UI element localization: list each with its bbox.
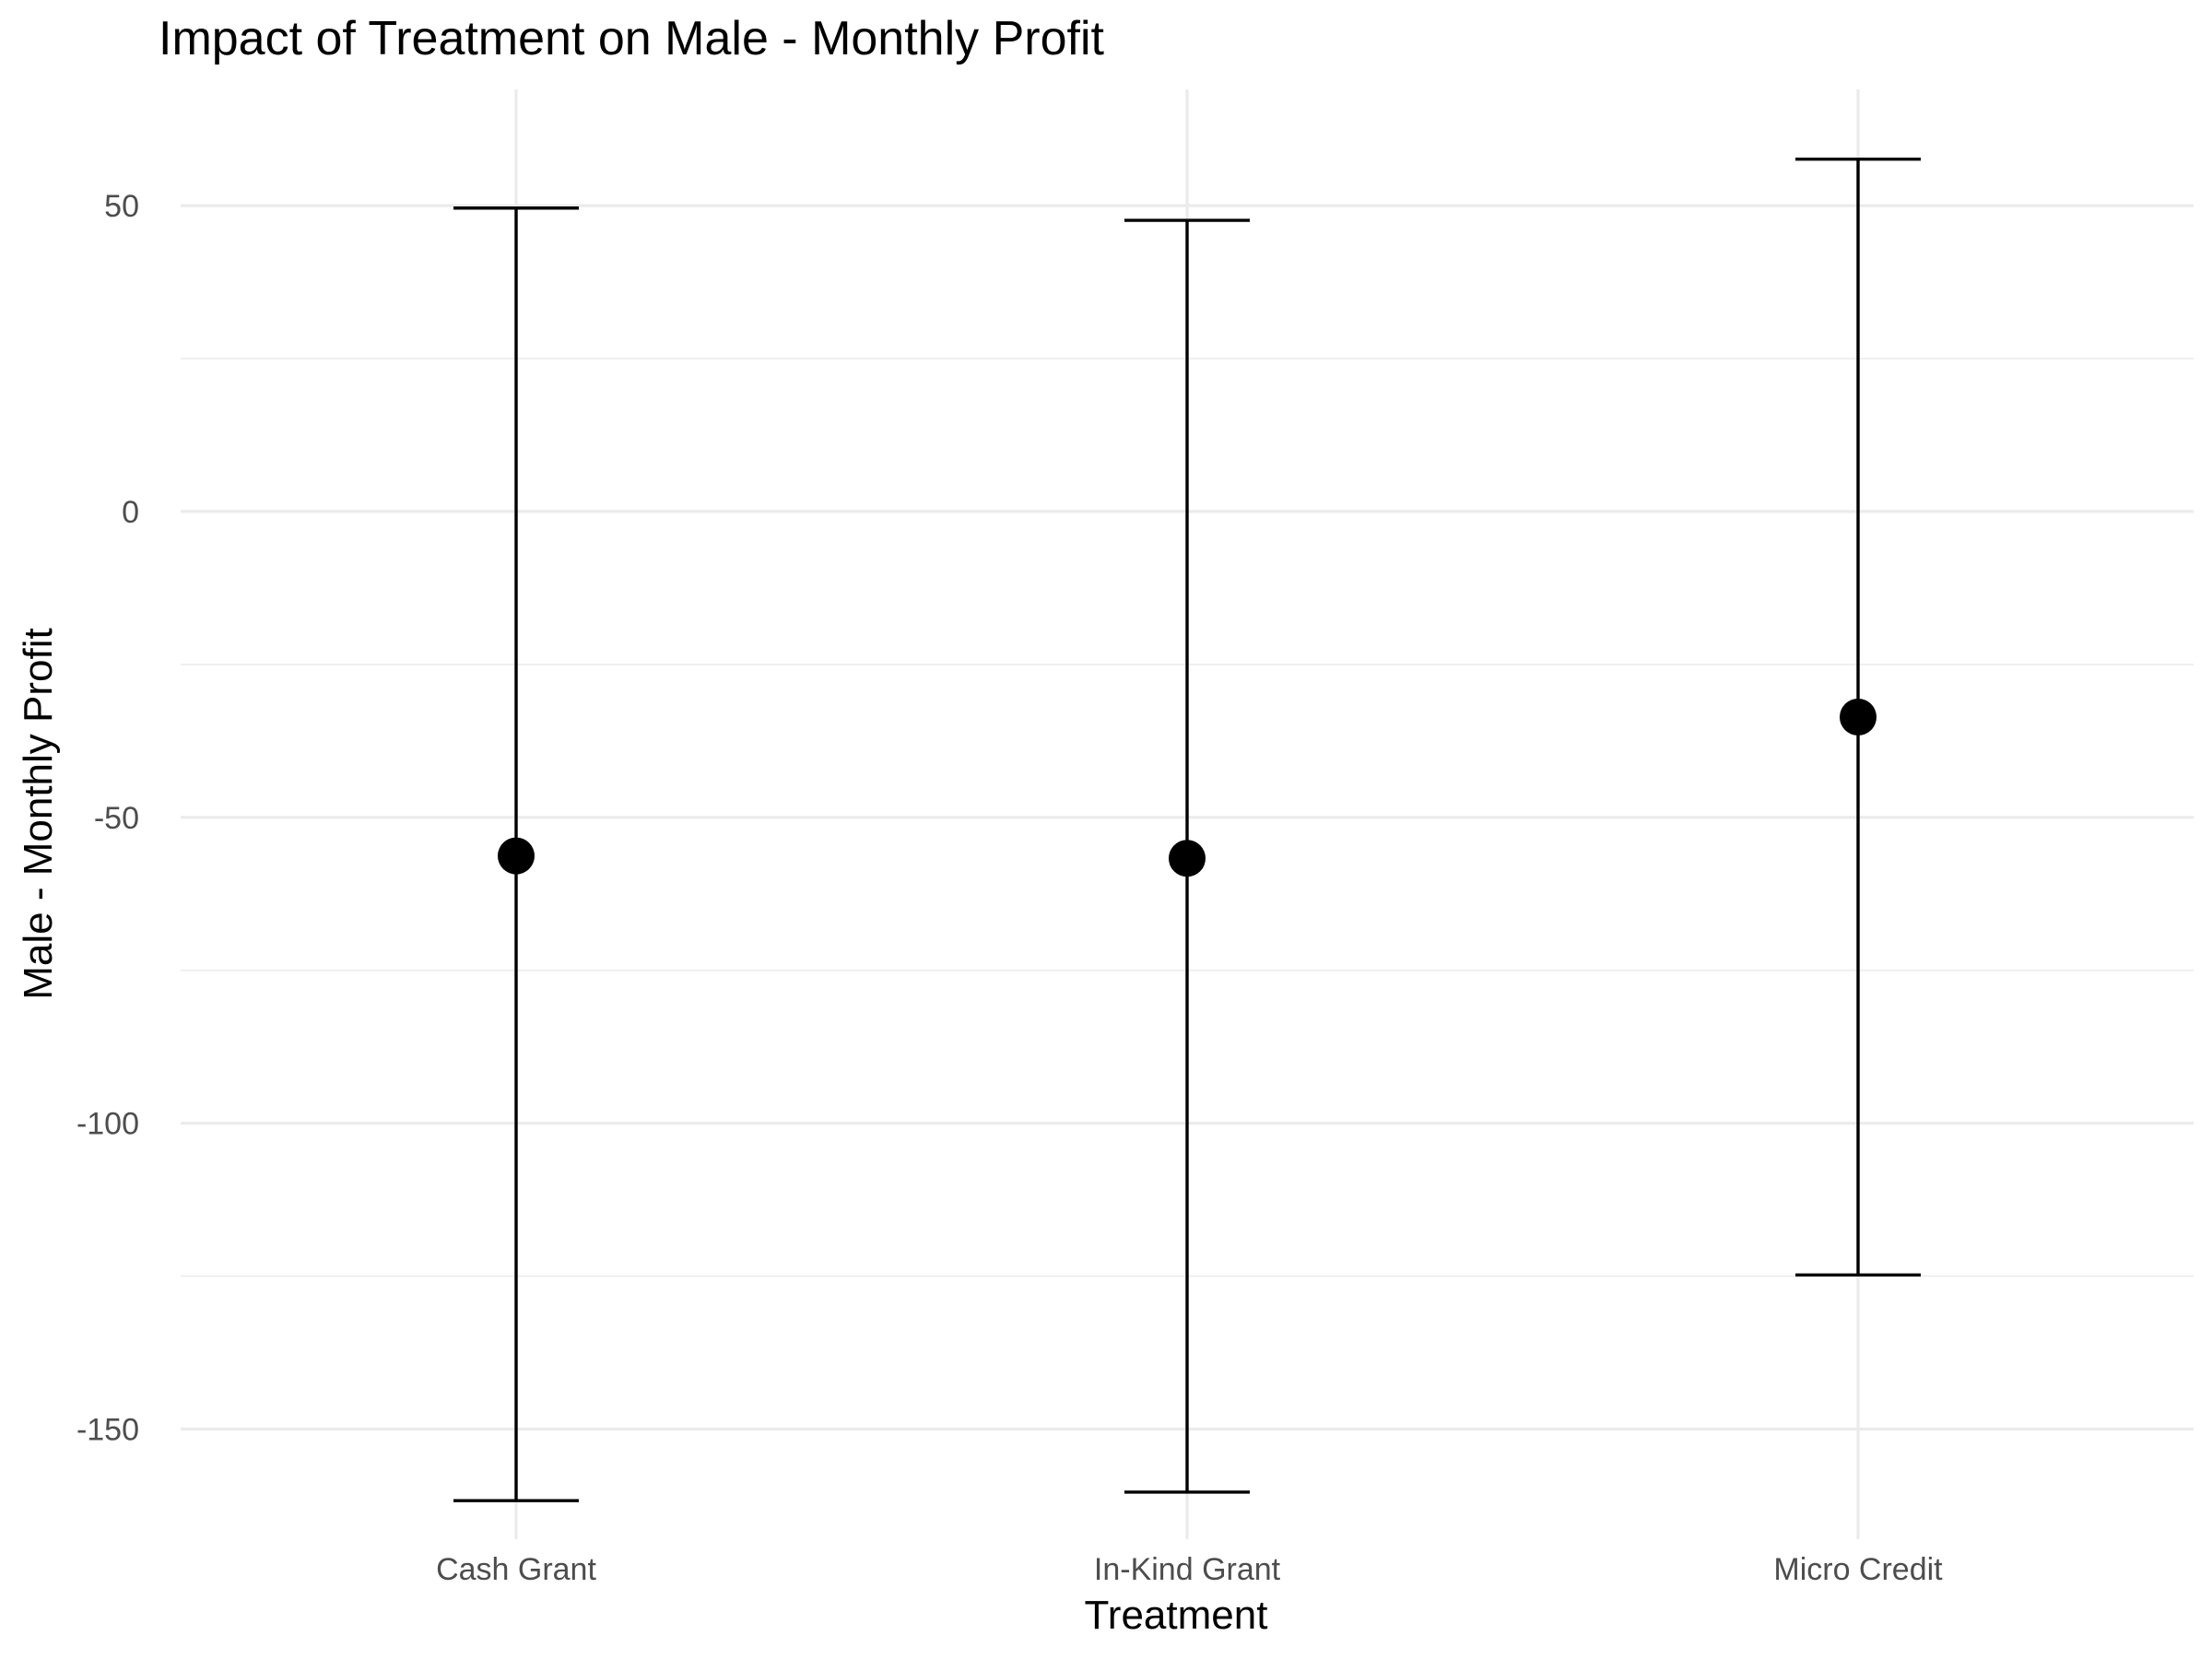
x-tick-label: Micro Credit bbox=[1773, 1552, 1943, 1587]
y-axis-title: Male - Monthly Profit bbox=[16, 628, 61, 999]
estimate-point-3 bbox=[1840, 698, 1877, 735]
chart-marks bbox=[453, 157, 1921, 1502]
estimate-point-2 bbox=[1169, 840, 1206, 877]
x-axis-title: Treatment bbox=[1085, 1593, 1268, 1638]
x-tick-label: In-Kind Grant bbox=[1094, 1552, 1281, 1587]
y-tick-label: 50 bbox=[104, 189, 139, 224]
y-tick-label: -50 bbox=[94, 801, 139, 836]
x-tick-label: Cash Grant bbox=[436, 1552, 596, 1587]
chart-title: Impact of Treatment on Male - Monthly Pr… bbox=[159, 12, 1105, 65]
y-tick-label: 0 bbox=[122, 495, 139, 530]
y-tick-label: -150 bbox=[76, 1413, 139, 1448]
tick-labels: -150 -100 -50 0 50 Cash Grant In-Kind Grant Mic… bbox=[76, 189, 1943, 1587]
estimate-point-1 bbox=[498, 837, 535, 875]
y-tick-label: -100 bbox=[76, 1107, 139, 1142]
